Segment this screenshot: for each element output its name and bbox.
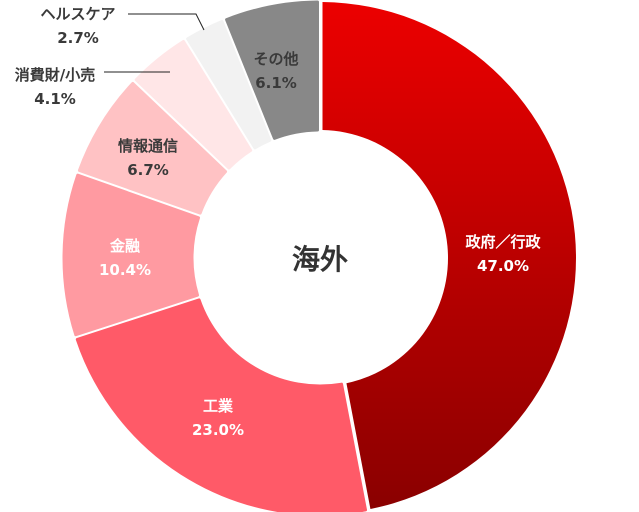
label-value: 4.1% bbox=[34, 90, 76, 108]
label-text: その他 bbox=[253, 50, 299, 68]
label-value: 47.0% bbox=[476, 257, 530, 275]
label-healthcare: ヘルスケア 2.7% bbox=[40, 2, 115, 50]
label-value: 6.7% bbox=[127, 161, 169, 179]
label-value: 10.4% bbox=[98, 261, 152, 279]
label-value: 2.7% bbox=[57, 29, 99, 47]
label-consumer: 消費財/小売 4.1% bbox=[15, 63, 95, 111]
leader-lines bbox=[104, 13, 205, 73]
donut-slices bbox=[62, 0, 577, 512]
label-ict: 情報通信 6.7% bbox=[118, 134, 178, 182]
label-text: 情報通信 bbox=[117, 137, 179, 155]
label-value: 6.1% bbox=[255, 74, 297, 92]
label-text: ヘルスケア bbox=[40, 5, 116, 23]
label-text: 金融 bbox=[109, 237, 141, 255]
slice-ict bbox=[77, 81, 228, 215]
slice-healthcare bbox=[186, 20, 272, 150]
label-other: その他 6.1% bbox=[253, 47, 298, 95]
label-text: 工業 bbox=[202, 397, 234, 415]
slice-other bbox=[225, 0, 319, 140]
label-value: 23.0% bbox=[191, 421, 245, 439]
slice-consumer bbox=[134, 39, 253, 170]
slice-industry bbox=[75, 298, 368, 512]
label-government: 政府／行政 47.0% bbox=[465, 230, 540, 278]
center-title: 海外 bbox=[291, 243, 349, 276]
label-text: 政府／行政 bbox=[465, 233, 541, 251]
slice-government bbox=[322, 2, 577, 509]
label-industry: 工業 23.0% bbox=[192, 394, 244, 442]
label-finance: 金融 10.4% bbox=[99, 234, 151, 282]
slice-finance bbox=[62, 173, 200, 337]
leader-line-healthcare bbox=[128, 13, 205, 31]
label-text: 消費財/小売 bbox=[14, 66, 96, 84]
